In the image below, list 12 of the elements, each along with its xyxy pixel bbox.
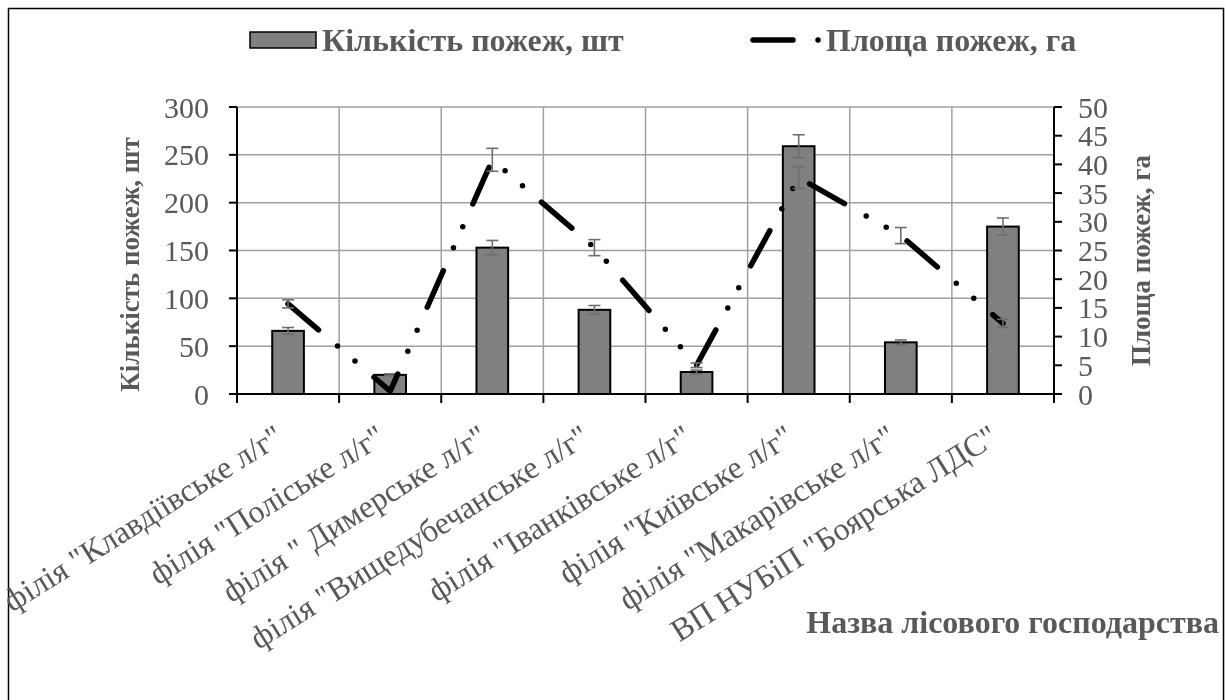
legend-label: Кількість пожеж, шт — [322, 22, 624, 58]
y-axis-title: Кількість пожеж, шт — [115, 137, 145, 392]
legend-label: Площа пожеж, га — [826, 22, 1077, 58]
y-tick-label: 300 — [164, 90, 209, 124]
x-axis-title: Назва лісового господарства — [806, 604, 1219, 640]
y-tick-label: 150 — [164, 234, 209, 267]
y-tick-label: 0 — [194, 377, 209, 411]
y-tick-label: 100 — [164, 281, 209, 315]
y2-axis-title: Площа пожеж, га — [1126, 154, 1156, 367]
y-tick-label: 200 — [164, 186, 209, 220]
y-tick-label: 250 — [164, 138, 209, 172]
y-tick-label: 50 — [179, 329, 209, 363]
